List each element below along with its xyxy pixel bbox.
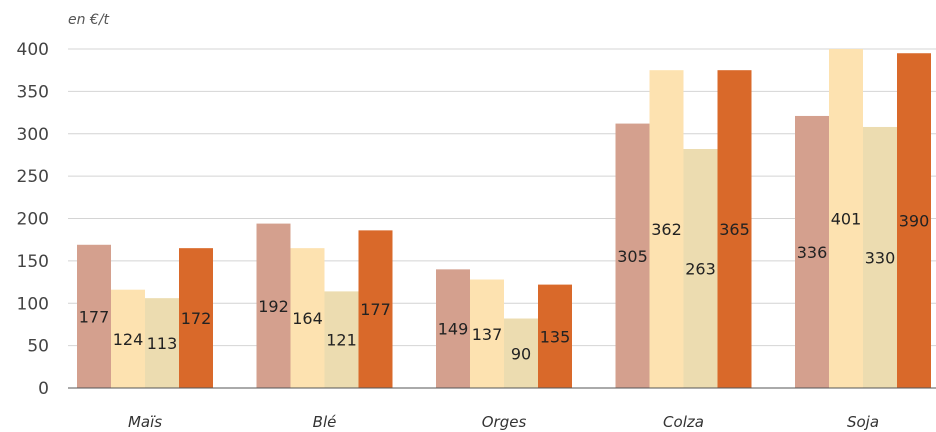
y-tick-label-300: 300	[17, 125, 49, 145]
y-tick-label-50: 50	[27, 337, 49, 357]
bar-3-3	[717, 70, 752, 388]
bar-0-2	[145, 298, 179, 388]
bar-4-3	[897, 53, 931, 389]
bar-0-1	[111, 289, 145, 388]
bar-3-0	[615, 123, 650, 388]
data-label-0-3: 172	[181, 309, 212, 328]
y-axis-ticks: 0 50 100 150 200 250 300 350 400	[17, 40, 49, 399]
bar-4-0	[795, 115, 829, 388]
y-tick-label-100: 100	[17, 294, 49, 314]
bar-1-2	[324, 291, 359, 388]
data-label-0-0: 177	[79, 307, 110, 326]
data-label-3-2: 263	[685, 260, 716, 279]
bar-2-0	[436, 269, 470, 388]
data-label-2-2: 90	[511, 344, 531, 363]
data-label-4-2: 330	[865, 248, 896, 267]
bars	[77, 49, 931, 389]
data-label-4-3: 390	[899, 212, 930, 231]
data-label-3-0: 305	[617, 247, 648, 266]
bar-1-0	[256, 223, 291, 388]
bar-0-3	[179, 248, 213, 388]
category-label-4: Soja	[847, 413, 879, 431]
y-tick-label-250: 250	[17, 167, 49, 187]
y-tick-label-0: 0	[38, 379, 49, 399]
bar-0-0	[77, 244, 111, 388]
data-label-1-3: 177	[360, 300, 391, 319]
bar-1-3	[358, 230, 393, 388]
bar-4-1	[829, 49, 863, 388]
bar-2-3	[538, 284, 572, 388]
data-label-3-3: 365	[719, 220, 750, 239]
bar-3-2	[683, 149, 718, 388]
data-label-2-0: 149	[438, 320, 469, 339]
category-label-1: Blé	[313, 413, 337, 431]
bar-2-2	[504, 318, 538, 388]
data-label-2-1: 137	[472, 325, 503, 344]
y-tick-label-200: 200	[17, 210, 49, 230]
data-label-1-0: 192	[258, 297, 289, 316]
y-tick-label-150: 150	[17, 252, 49, 272]
y-tick-label-400: 400	[17, 40, 49, 60]
bar-1-1	[290, 248, 325, 388]
x-axis-categories: Maïs Blé Orges Colza Soja	[128, 413, 879, 431]
category-label-3: Colza	[663, 413, 704, 431]
bar-2-1	[470, 279, 504, 388]
data-label-1-1: 164	[292, 309, 323, 328]
data-label-1-2: 121	[326, 331, 357, 350]
category-label-2: Orges	[482, 413, 527, 431]
unit-label: en €/t	[68, 12, 110, 28]
bar-4-2	[863, 126, 897, 388]
category-label-0: Maïs	[128, 413, 162, 431]
bar-3-1	[649, 70, 684, 388]
data-label-0-2: 113	[147, 334, 178, 353]
data-label-4-0: 336	[797, 243, 828, 262]
y-tick-label-350: 350	[17, 82, 49, 102]
data-label-4-1: 401	[831, 210, 862, 229]
data-label-3-1: 362	[651, 220, 682, 239]
data-label-0-1: 124	[113, 330, 144, 349]
data-label-2-3: 135	[540, 327, 571, 346]
